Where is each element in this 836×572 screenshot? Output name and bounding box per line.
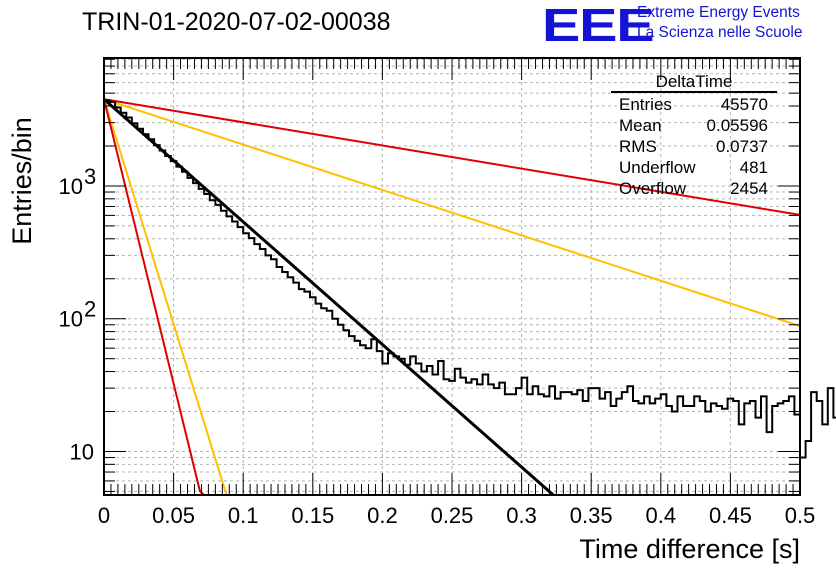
run-title: TRIN-01-2020-07-02-00038 — [82, 8, 391, 36]
stat-value: 2454 — [730, 179, 768, 198]
stat-value: 481 — [740, 158, 768, 177]
axis-ticks — [103, 58, 801, 495]
x-tick-label: 0.15 — [291, 503, 334, 528]
tick-labels: 0 0.05 0.1 0.15 0.2 0.25 0.3 0.35 0.4 0.45 0.5 10 10… — [59, 164, 816, 528]
x-tick-label: 0 — [98, 503, 110, 528]
y-tick-label: 10 — [59, 307, 83, 332]
x-tick-label: 0.3 — [506, 503, 537, 528]
y-tick-exponent: 3 — [84, 164, 96, 189]
stats-rows: Entries 45570 Mean 0.05596 RMS 0.0737 Underflo… — [619, 95, 768, 198]
stat-value: 0.05596 — [707, 116, 768, 135]
x-tick-label: 0.1 — [228, 503, 259, 528]
grid-lines — [104, 58, 800, 495]
x-tick-label: 0.5 — [785, 503, 816, 528]
histogram-steps — [104, 99, 836, 459]
y-tick-label: 10 — [70, 439, 94, 464]
y-tick-exponent: 2 — [84, 297, 96, 322]
logo-line-1: Extreme Energy Events — [637, 4, 800, 21]
x-tick-label: 0.2 — [367, 503, 398, 528]
stat-label: Mean — [619, 116, 662, 135]
stats-header: DeltaTime — [656, 72, 733, 91]
fit-line-2 — [103, 98, 801, 328]
stat-label: Entries — [619, 95, 672, 114]
x-tick-label: 0.35 — [570, 503, 613, 528]
fit-lines — [103, 98, 801, 497]
x-tick-label: 0.25 — [431, 503, 474, 528]
x-tick-label: 0.45 — [709, 503, 752, 528]
stat-value: 0.0737 — [716, 137, 768, 156]
y-axis-label: Entries/bin — [7, 117, 37, 245]
x-axis-label: Time difference [s] — [579, 534, 800, 564]
stat-label: RMS — [619, 137, 657, 156]
y-tick-label: 10 — [59, 174, 83, 199]
eee-logo: EEE — [542, 0, 655, 51]
fit-line-5 — [103, 98, 205, 496]
x-tick-label: 0.4 — [646, 503, 677, 528]
logo-line-2: La Scienza nelle Scuole — [637, 24, 803, 41]
fit-line-4 — [103, 98, 228, 496]
stat-label: Underflow — [619, 158, 696, 177]
fit-line-1 — [103, 98, 555, 497]
fit-line-3 — [103, 98, 801, 216]
x-tick-label: 0.05 — [152, 503, 195, 528]
stats-box: DeltaTime Entries 45570 Mean 0.05596 RMS 0.07… — [611, 72, 777, 198]
stat-label: Overflow — [619, 179, 687, 198]
stat-value: 45570 — [721, 95, 768, 114]
